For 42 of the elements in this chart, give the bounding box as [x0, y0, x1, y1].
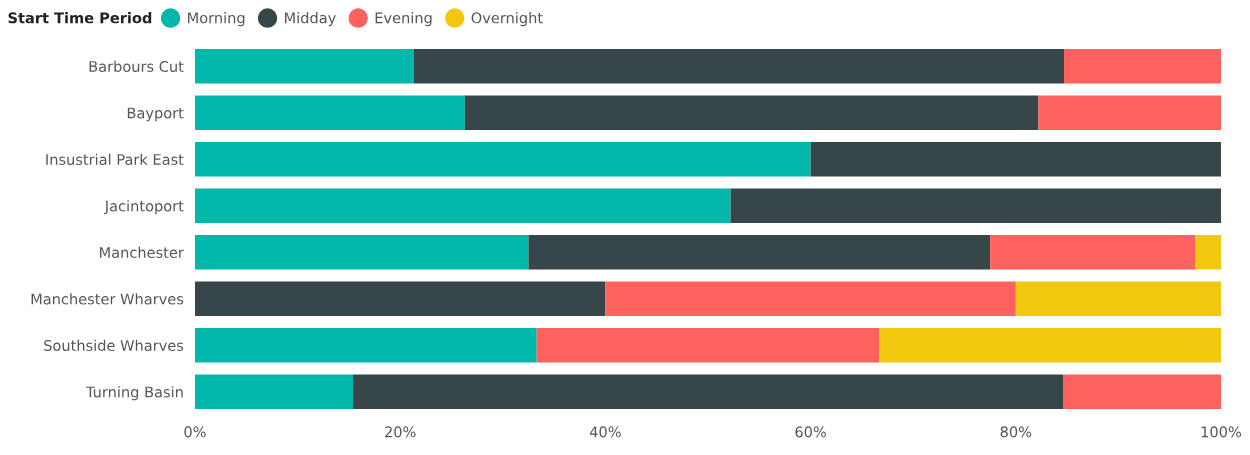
- bar: [195, 188, 731, 223]
- bar: [195, 142, 811, 177]
- y-tick-label: Barbours Cut: [89, 60, 184, 72]
- bar: [536, 328, 880, 363]
- legend-title: Start Time Period: [8, 12, 152, 24]
- bar: [528, 235, 991, 270]
- x-tick-label: 0%: [184, 426, 206, 438]
- bar: [195, 49, 414, 84]
- y-tick-label: Southside Wharves: [44, 339, 184, 351]
- legend-label: Morning: [188, 12, 245, 27]
- x-tick-label: 60%: [795, 426, 826, 438]
- bar: [353, 374, 1063, 409]
- y-tick-label: Insustrial Park East: [46, 153, 184, 165]
- y-tick-label: Manchester Wharves: [31, 293, 184, 305]
- bar: [195, 281, 606, 316]
- y-tick-label: Manchester: [100, 246, 184, 258]
- bar: [1195, 235, 1221, 270]
- bar: [195, 328, 537, 363]
- bar: [1063, 374, 1221, 409]
- y-tick-label: Bayport: [127, 107, 184, 122]
- bar: [195, 235, 529, 270]
- y-tick-label: Turning Basin: [85, 386, 183, 401]
- bar: [1038, 95, 1221, 130]
- bar: [195, 95, 465, 130]
- legend-label: Midday: [285, 12, 336, 27]
- legend-label: Overnight: [471, 12, 543, 27]
- bar: [413, 49, 1065, 84]
- bar: [605, 281, 1016, 316]
- bar: [464, 95, 1039, 130]
- x-tick-label: 40%: [589, 426, 621, 438]
- legend-label: Evening: [375, 12, 432, 27]
- bar: [810, 142, 1221, 177]
- x-tick-label: 20%: [385, 426, 416, 438]
- bar: [879, 328, 1221, 363]
- bar: [1015, 281, 1221, 316]
- x-tick-label: 80%: [1000, 426, 1032, 438]
- bar: [990, 235, 1196, 270]
- x-tick-label: 100%: [1201, 426, 1242, 438]
- y-tick-label: Jacintoport: [104, 200, 184, 215]
- bar: [1064, 49, 1221, 84]
- bar: [730, 188, 1221, 223]
- bar: [195, 374, 353, 409]
